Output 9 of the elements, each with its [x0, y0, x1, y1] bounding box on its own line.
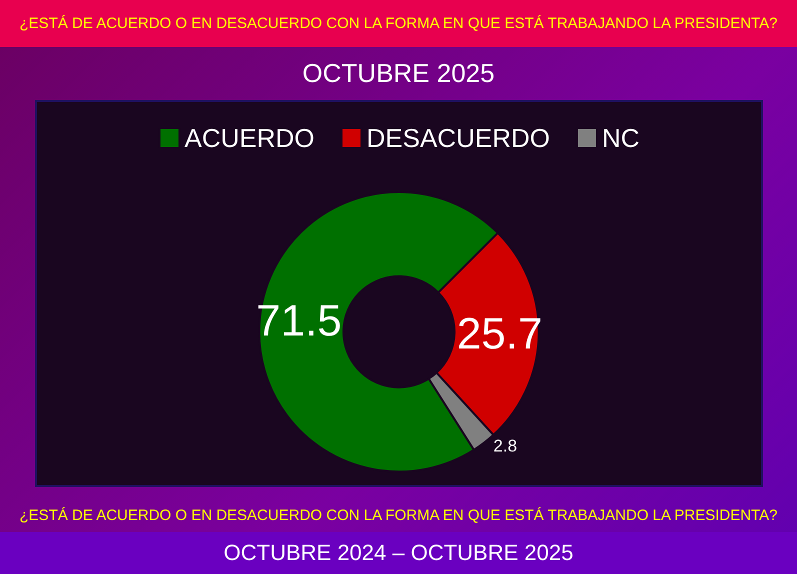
data-label: 71.5: [256, 296, 342, 346]
data-label: 2.8: [493, 436, 518, 456]
text: ¿ESTÁ DE ACUERDO O EN DESACUERDO CON LA FORMA EN QUE ESTÁ TRABAJANDO LA PRESIDENTA?: [18, 506, 778, 526]
text: OCTUBRE 2024 – OCTUBRE 2025: [0, 532, 797, 574]
legend-label: NC: [602, 123, 640, 153]
chart-title: ¿ESTÁ DE ACUERDO O EN DESACUERDO CON LA FORMA EN QUE ESTÁ TRABAJANDO LA PRESIDENTA?: [0, 0, 797, 47]
legend-label: DESACUERDO: [366, 123, 550, 153]
legend-label: ACUERDO: [184, 123, 314, 153]
chart-subtitle: OCTUBRE 2025: [301, 57, 496, 90]
